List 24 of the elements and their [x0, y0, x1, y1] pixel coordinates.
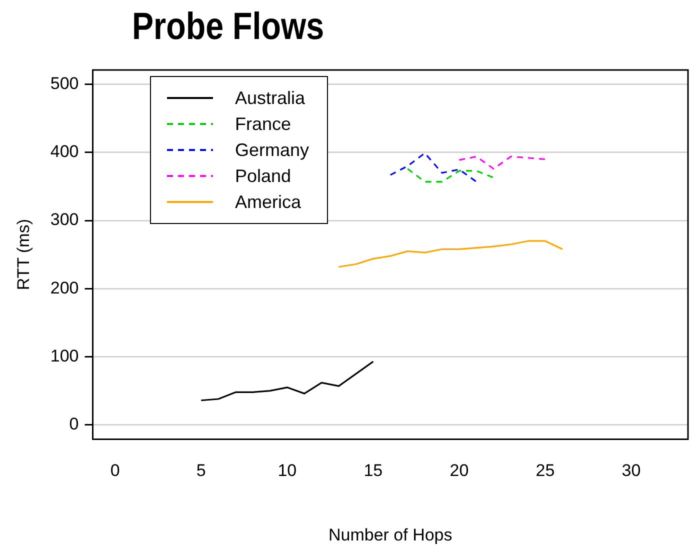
y-tick-label: 500: [50, 74, 79, 93]
chart-title: Probe Flows: [132, 6, 324, 49]
legend-label: Australia: [235, 88, 306, 108]
y-tick-label: 300: [50, 210, 79, 230]
x-tick-label: 15: [364, 461, 383, 480]
line-series: [406, 168, 494, 183]
legend-label: America: [235, 192, 302, 212]
x-tick-label: 0: [110, 461, 120, 480]
y-tick-label: 100: [50, 346, 79, 366]
y-tick-label: 200: [50, 278, 79, 298]
y-tick-label: 400: [50, 142, 79, 162]
y-tick-label: 0: [69, 414, 79, 434]
x-tick-label: 20: [450, 461, 469, 480]
x-tick-label: 10: [278, 461, 297, 480]
line-series: [390, 152, 478, 183]
legend-label: France: [235, 114, 292, 134]
line-series: [458, 156, 546, 170]
legend-label: Poland: [235, 166, 292, 186]
legend-label: Germany: [235, 140, 310, 160]
x-tick-label: 30: [622, 461, 641, 480]
x-tick-label: 25: [536, 461, 555, 480]
x-tick-label: 5: [196, 461, 206, 480]
x-axis-title: Number of Hops: [328, 525, 452, 544]
y-axis-title: RTT (ms): [14, 219, 33, 290]
